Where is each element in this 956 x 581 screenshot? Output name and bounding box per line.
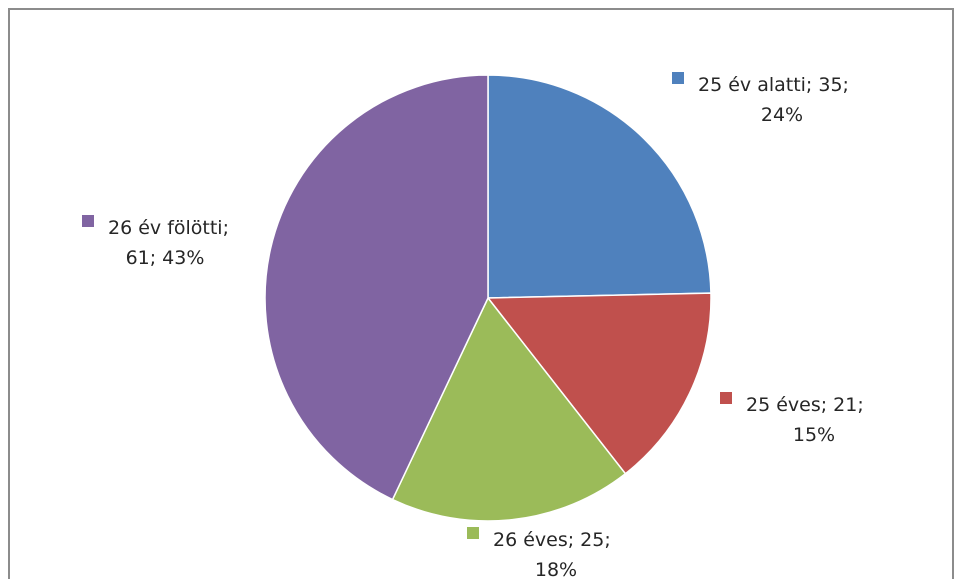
pie-slice-1 bbox=[487, 74, 712, 299]
legend-key-2 bbox=[720, 392, 732, 404]
data-label-line1-3: 26 éves; 25; bbox=[493, 529, 611, 551]
data-labels: 25 év alatti; 35; 24% 25 éves; 21; 15% 26 év… bbox=[82, 72, 864, 581]
data-label-line1-4: 26 év fölötti; bbox=[108, 217, 229, 239]
pie-slice-3 bbox=[391, 296, 627, 522]
legend-key-4 bbox=[82, 215, 94, 227]
data-label-line2-2: 15% bbox=[793, 424, 835, 446]
data-label-line2-4: 61; 43% bbox=[126, 247, 205, 269]
legend-key-3 bbox=[467, 527, 479, 539]
data-label-line2-3: 18% bbox=[535, 559, 577, 581]
legend-key-1 bbox=[672, 72, 684, 84]
data-label-line1-2: 25 éves; 21; bbox=[746, 394, 864, 416]
data-label-line2-1: 24% bbox=[761, 104, 803, 126]
pie-slice-2 bbox=[486, 292, 712, 475]
pie-slices bbox=[264, 74, 712, 522]
pie-slice-4 bbox=[264, 74, 489, 501]
data-label-line1-1: 25 év alatti; 35; bbox=[698, 74, 849, 96]
